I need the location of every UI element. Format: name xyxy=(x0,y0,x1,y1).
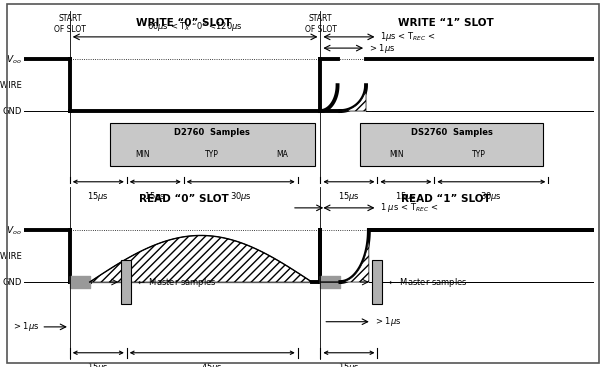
Text: 15$\mu$s: 15$\mu$s xyxy=(144,190,166,203)
Polygon shape xyxy=(321,230,369,282)
Text: > 1$\mu$s: > 1$\mu$s xyxy=(375,315,401,328)
Text: $\leftarrow$ Master samples: $\leftarrow$ Master samples xyxy=(136,276,216,288)
Bar xyxy=(110,123,315,166)
Text: READ “0” SLOT: READ “0” SLOT xyxy=(139,194,228,204)
Text: TYP: TYP xyxy=(205,150,219,159)
Text: 1$\mu$s < T$_{REC}$ <: 1$\mu$s < T$_{REC}$ < xyxy=(381,30,436,43)
Text: 15$\mu$s: 15$\mu$s xyxy=(338,361,360,367)
Text: START
OF SLOT: START OF SLOT xyxy=(54,14,85,34)
Text: READ “1” SLOT: READ “1” SLOT xyxy=(401,194,491,204)
Text: START
OF SLOT: START OF SLOT xyxy=(305,14,336,34)
Text: WRITE “1” SLOT: WRITE “1” SLOT xyxy=(398,18,494,28)
Text: GND: GND xyxy=(2,106,21,116)
Text: 1-WIRE: 1-WIRE xyxy=(0,252,21,261)
Text: MIN: MIN xyxy=(135,150,150,159)
Text: 45$\mu$s: 45$\mu$s xyxy=(201,361,223,367)
Text: DS2760  Samples: DS2760 Samples xyxy=(410,128,493,137)
Text: MA: MA xyxy=(276,150,288,159)
Text: $V_{oo}$: $V_{oo}$ xyxy=(6,53,21,66)
Text: MIN: MIN xyxy=(390,150,404,159)
Text: 15$\mu$s: 15$\mu$s xyxy=(395,190,417,203)
Text: 60$\mu$s < T$_X$ “0” <120$\mu$s: 60$\mu$s < T$_X$ “0” <120$\mu$s xyxy=(147,21,243,33)
Bar xyxy=(371,261,382,304)
Text: 15$\mu$s: 15$\mu$s xyxy=(87,190,109,203)
Polygon shape xyxy=(321,85,366,111)
Bar xyxy=(121,261,132,304)
Text: 15$\mu$s: 15$\mu$s xyxy=(87,361,109,367)
Text: GND: GND xyxy=(2,277,21,287)
Text: D2760  Samples: D2760 Samples xyxy=(175,128,250,137)
Text: > 1$\mu$s: > 1$\mu$s xyxy=(13,320,39,333)
Bar xyxy=(361,123,542,166)
Text: > 1$\mu$s: > 1$\mu$s xyxy=(369,41,395,55)
Text: $\leftarrow$ Master samples: $\leftarrow$ Master samples xyxy=(387,276,467,288)
Text: 30$\mu$s: 30$\mu$s xyxy=(230,190,251,203)
Text: $V_{oo}$: $V_{oo}$ xyxy=(6,224,21,237)
Text: WRITE “0” SLOT: WRITE “0” SLOT xyxy=(136,18,231,28)
Text: 30$\mu$s: 30$\mu$s xyxy=(481,190,502,203)
Polygon shape xyxy=(90,236,312,282)
Text: 1 $\mu$s < T$_{REC}$ <: 1 $\mu$s < T$_{REC}$ < xyxy=(381,201,438,214)
Text: 15$\mu$s: 15$\mu$s xyxy=(338,190,360,203)
Text: 1-WIRE: 1-WIRE xyxy=(0,81,21,90)
Text: TYP: TYP xyxy=(472,150,486,159)
